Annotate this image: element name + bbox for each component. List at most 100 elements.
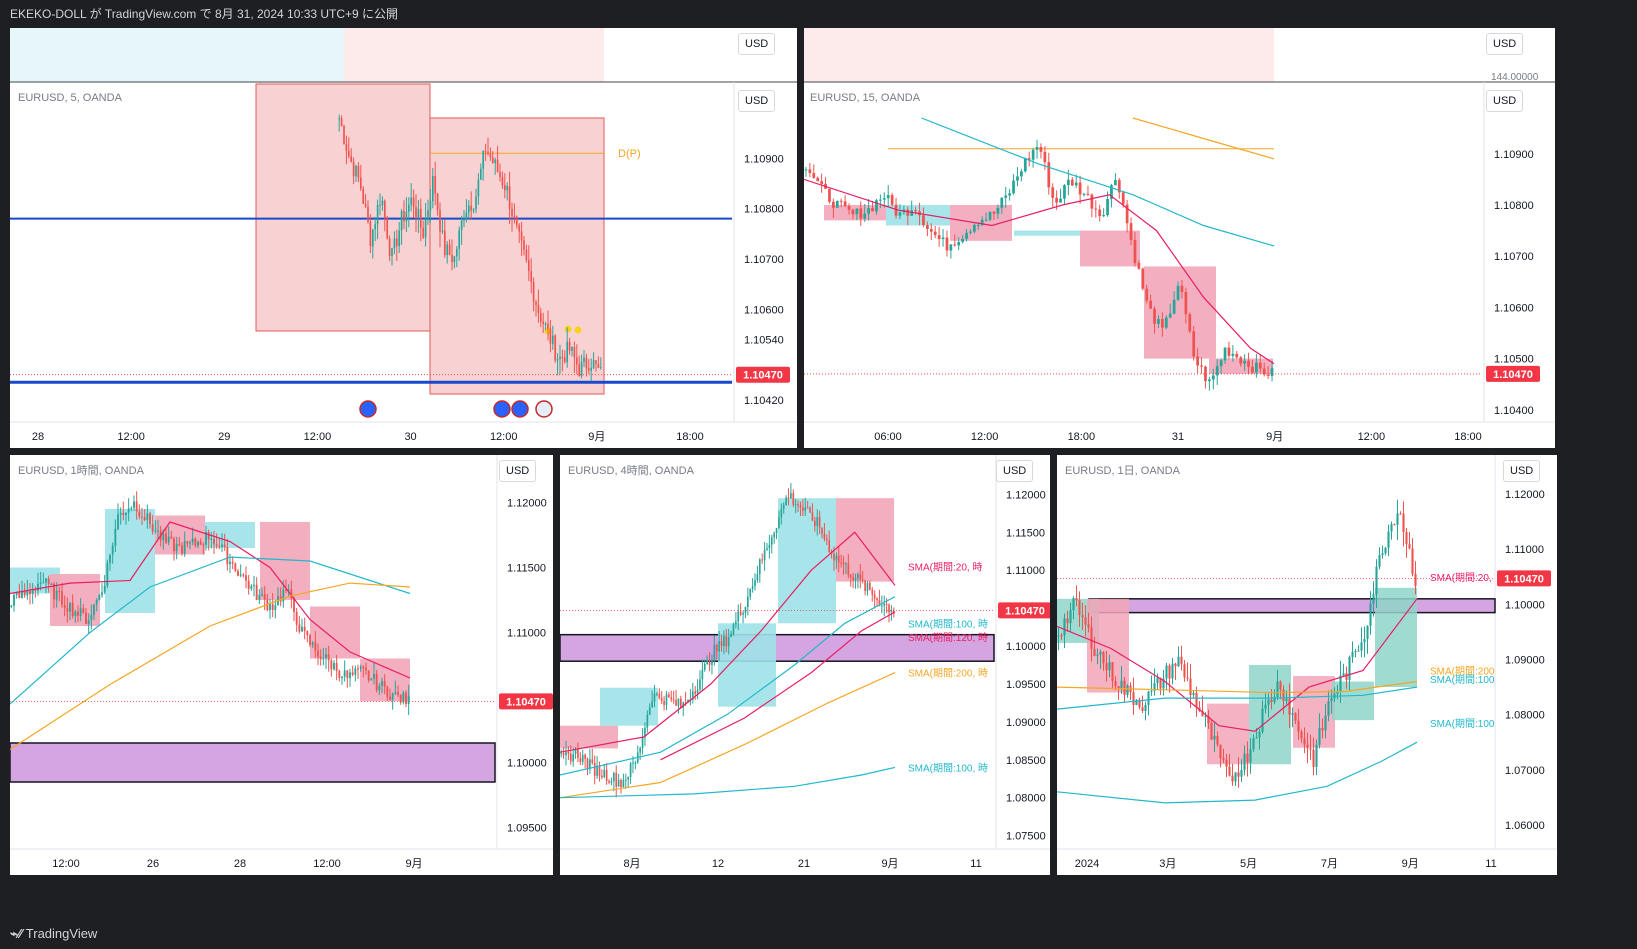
y-tick-label: 1.11500 (1006, 527, 1045, 539)
currency-button-h4[interactable]: USD (996, 460, 1034, 482)
candle-body (727, 637, 730, 647)
chart-m15-svg[interactable]: 144.00000 1.10470 1.10900 1.10800 1.10700 1.1… (804, 28, 1555, 448)
candle-body (624, 779, 627, 781)
candle-body (472, 209, 475, 211)
candle-body (684, 702, 687, 704)
candle-body (842, 562, 845, 565)
chart-panel-h1[interactable]: 1.10470 1.12000 1.11500 1.11000 1.10000 1.095… (10, 455, 553, 875)
candle-body (1132, 692, 1135, 706)
candle-body (347, 150, 350, 157)
candle-body (465, 212, 468, 220)
chart-panel-m15[interactable]: 144.00000 1.10470 1.10900 1.10800 1.10700 1.1… (804, 28, 1555, 448)
y-tick-label: 1.06000 (1505, 820, 1545, 832)
candle-body (980, 219, 984, 225)
candle-body (1082, 193, 1086, 195)
order-block (1332, 681, 1374, 721)
candle-body (93, 604, 95, 615)
y-tick-label: 1.10420 (744, 395, 784, 407)
candle-body (503, 185, 506, 191)
candle-body (287, 589, 290, 591)
candle-body (882, 198, 886, 200)
candle-body (436, 193, 439, 210)
candle-body (460, 220, 463, 231)
candle-body (1252, 738, 1255, 750)
chart-title-h4: EURUSD, 4時間, OANDA (568, 465, 694, 477)
chart-panel-d1[interactable]: 1.10470 1.12000 1.11000 1.10000 1.09000 1.080… (1057, 455, 1557, 875)
candle-body (653, 693, 656, 702)
currency-button-m5[interactable]: USD (738, 90, 776, 112)
candle-body (1309, 748, 1312, 750)
candle-body (349, 672, 351, 679)
candle-body (520, 231, 523, 241)
candle-body (303, 626, 306, 631)
candle-body (141, 516, 143, 518)
currency-button-m15-top[interactable]: USD (1486, 33, 1524, 55)
x-tick-label: 12:00 (304, 431, 332, 443)
sma-cyan-line (921, 117, 1275, 247)
currency-button-m15[interactable]: USD (1486, 90, 1524, 112)
candle-body (1047, 162, 1051, 188)
candle-body (189, 542, 191, 544)
x-tick-label: 28 (32, 431, 44, 443)
chart-panel-m5[interactable]: D(P) 1.10470 1.10900 1.10800 1.10700 1.10600 1… (10, 28, 797, 448)
candle-body (1210, 723, 1213, 740)
candle-body (1189, 678, 1192, 696)
candle-body (1078, 600, 1081, 616)
candle-body (585, 357, 588, 369)
candle-body (792, 493, 795, 505)
candle-body (53, 583, 55, 600)
candle-body (996, 207, 1000, 214)
candle-body (651, 701, 653, 708)
candle-body (855, 208, 859, 215)
candle-body (301, 626, 303, 632)
sma-cyan-line (560, 596, 896, 776)
chart-h1-svg[interactable]: 1.10470 1.12000 1.11500 1.11000 1.10000 1.095… (10, 455, 553, 875)
currency-button-d1[interactable]: USD (1503, 460, 1541, 482)
candle-body (370, 678, 373, 681)
candle-body (749, 588, 752, 597)
candle-body (1381, 553, 1384, 556)
current-price-label: 1.10470 (1504, 573, 1544, 585)
candle-body (1039, 147, 1043, 152)
chart-h4-svg[interactable]: 1.10470 1.12000 1.11500 1.11000 1.10000 1.095… (560, 455, 1050, 875)
candle-body (568, 341, 571, 351)
y-tick-label: 1.07500 (1006, 831, 1046, 843)
candle-body (778, 517, 780, 529)
candle-body (1087, 624, 1090, 628)
chart-m5-svg[interactable]: D(P) 1.10470 1.10900 1.10800 1.10700 1.10600 1… (10, 28, 797, 448)
candle-body (511, 208, 513, 217)
candle-body (1180, 656, 1183, 665)
candle-body (448, 244, 451, 255)
candle-body (1186, 677, 1189, 679)
candle-body (1342, 673, 1345, 676)
currency-button-m5-top[interactable]: USD (738, 33, 776, 55)
candle-body (1063, 185, 1066, 199)
candle-body (37, 583, 39, 591)
candle-body (525, 249, 528, 261)
candle-body (434, 175, 437, 194)
candle-body (610, 781, 613, 783)
candle-body (1174, 663, 1177, 667)
candle-body (417, 208, 420, 218)
candle-body (584, 754, 586, 759)
candle-body (467, 205, 470, 213)
candle-body (890, 195, 894, 205)
candle-body (1327, 700, 1330, 716)
candle-body (298, 624, 301, 632)
candle-body (119, 512, 122, 515)
y-tick-label: 1.11000 (1006, 565, 1045, 577)
currency-button-h1[interactable]: USD (499, 460, 537, 482)
candle-body (866, 582, 869, 591)
candle-body (229, 561, 231, 565)
candle-body (295, 611, 298, 625)
x-tick-label: 18:00 (1454, 431, 1482, 443)
x-tick-label: 9月 (588, 431, 605, 443)
chart-panel-h4[interactable]: 1.10470 1.12000 1.11500 1.11000 1.10000 1.095… (560, 455, 1050, 875)
sma-orange-line (1057, 680, 1418, 694)
candle-body (1282, 689, 1285, 701)
candle-body (780, 508, 783, 518)
candle-body (1126, 685, 1129, 696)
x-tick-label: 11 (970, 858, 981, 870)
chart-d1-svg[interactable]: 1.10470 1.12000 1.11000 1.10000 1.09000 1.080… (1057, 455, 1557, 875)
candle-body (766, 548, 768, 550)
